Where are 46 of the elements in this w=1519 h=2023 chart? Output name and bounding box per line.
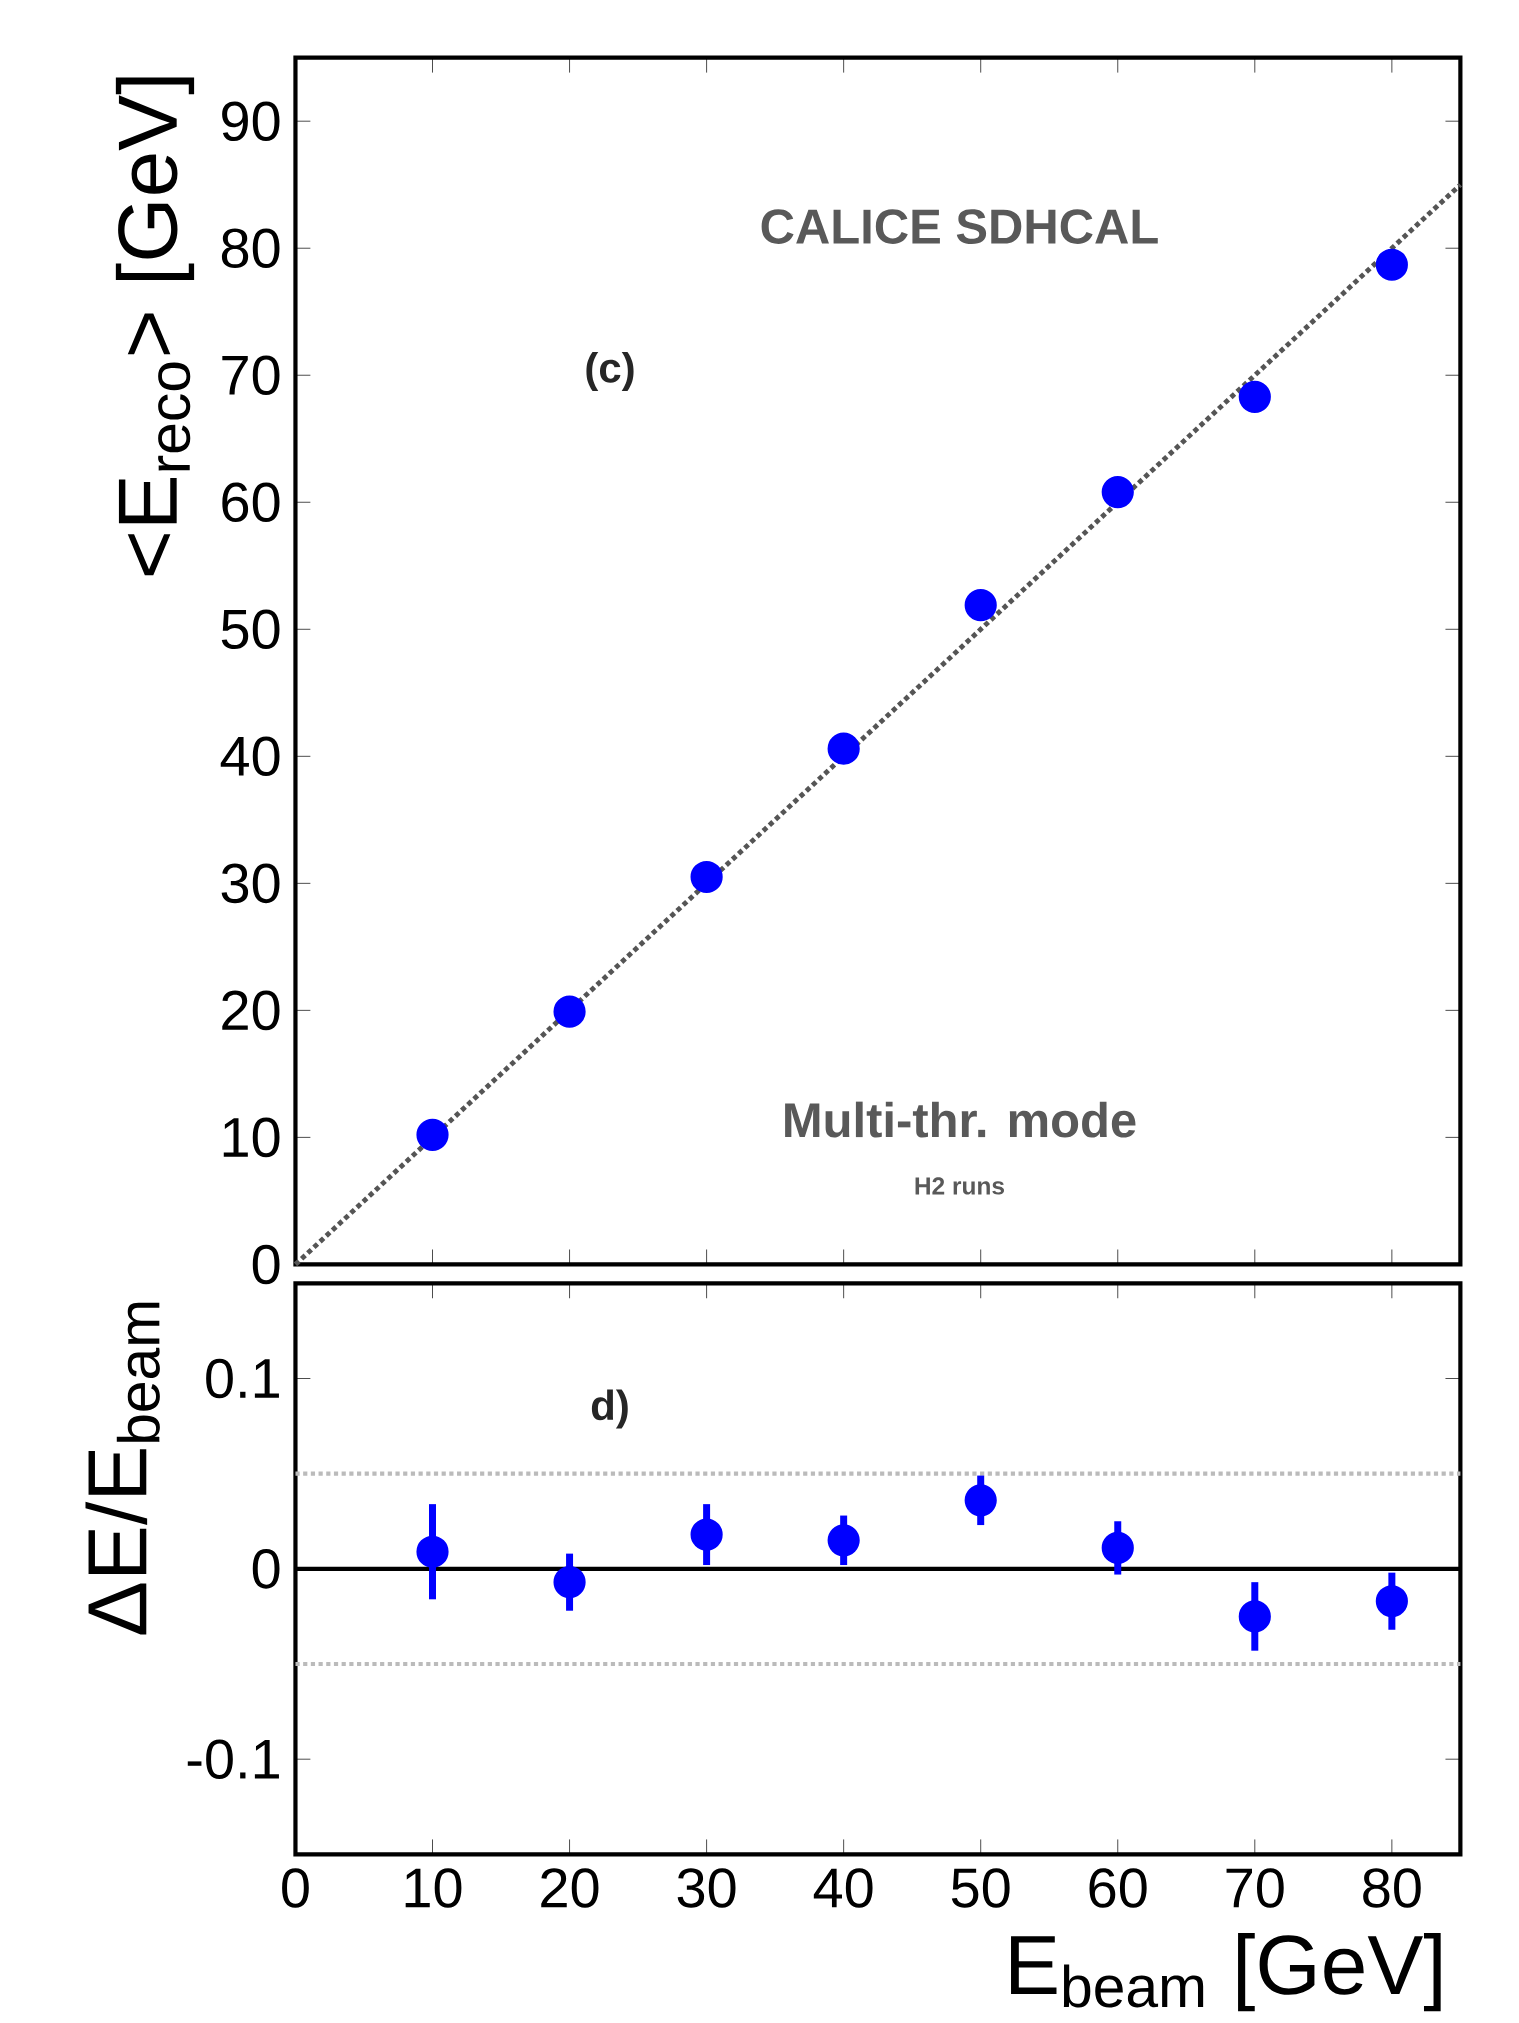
point <box>1375 248 1408 281</box>
y-tick-label: 50 <box>221 609 280 650</box>
x-tick-label: 20 <box>541 1868 599 1908</box>
x-tick-label: 70 <box>1226 1868 1284 1908</box>
y-axis-title: <E$_{reco}$> [GeV] <box>115 77 195 576</box>
x-tick-label: 0 <box>282 1868 309 1908</box>
point <box>827 732 860 765</box>
y-tick-label: 40 <box>220 736 280 777</box>
point <box>690 860 723 894</box>
x-tick-label: 50 <box>951 1868 1010 1908</box>
annotation: CALICE SDHCAL <box>761 209 1158 244</box>
point <box>416 1535 449 1568</box>
annotation: Multi-thr. mode <box>785 1101 1136 1138</box>
point <box>553 995 586 1028</box>
x-axis-title: E$_{beam}$ [GeV] <box>1010 1933 1441 2012</box>
y-tick-label: 60 <box>222 482 280 523</box>
point <box>964 1484 997 1517</box>
x-tick-label: 30 <box>677 1868 736 1908</box>
y-tick-label: 10 <box>223 1117 280 1158</box>
point <box>416 1118 449 1151</box>
point <box>827 1524 860 1557</box>
y-tick-label: 30 <box>221 863 280 904</box>
y-tick-label: 0.1 <box>206 1358 279 1399</box>
point <box>1101 1531 1134 1564</box>
y-tick-label: 0 <box>252 1244 280 1285</box>
x-tick-label: 80 <box>1363 1868 1421 1908</box>
point <box>1375 1585 1408 1618</box>
y-tick-label: -0.1 <box>187 1739 279 1779</box>
y-axis-title: ΔE/E$_{beam}$ <box>85 1302 160 1635</box>
annotation: H2 runs <box>915 1177 1004 1195</box>
point <box>553 1566 586 1599</box>
annotation: d) <box>591 1389 628 1429</box>
x-tick-label: 40 <box>813 1868 873 1908</box>
y-tick-label: 70 <box>222 355 280 396</box>
y-tick-label: 80 <box>221 228 280 269</box>
y-tick-label: 90 <box>222 101 280 141</box>
point <box>1101 476 1134 509</box>
x-tick-label: 60 <box>1089 1868 1147 1908</box>
point <box>1238 380 1271 413</box>
annotation: (c) <box>586 351 634 391</box>
point <box>964 589 997 622</box>
point <box>1238 1600 1271 1633</box>
y-tick-label: 20 <box>222 990 280 1031</box>
y-tick-label: 0 <box>252 1549 280 1589</box>
point <box>690 1518 723 1551</box>
x-tick-label: 10 <box>405 1868 462 1908</box>
